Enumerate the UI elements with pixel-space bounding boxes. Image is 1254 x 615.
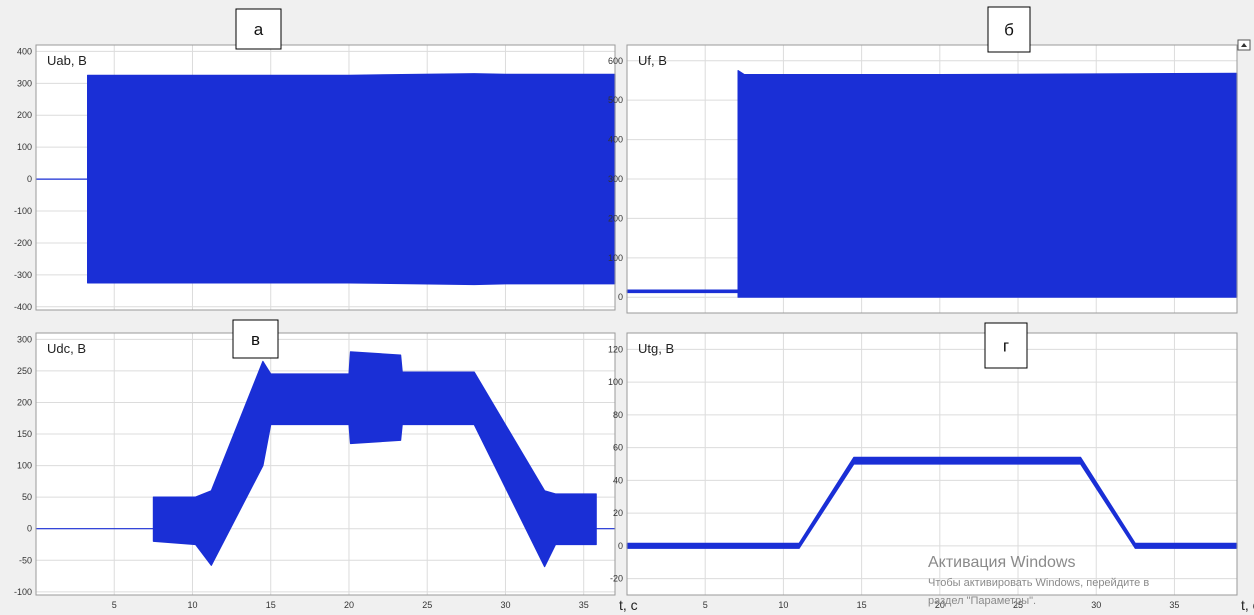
- y-tick-label: -100: [14, 587, 32, 597]
- y-tick-label: 150: [17, 429, 32, 439]
- panel-letter: а: [254, 20, 264, 39]
- x-tick-label: 35: [579, 600, 589, 610]
- y-tick-label: 40: [613, 475, 623, 485]
- x-tick-label: 30: [500, 600, 510, 610]
- y-tick-label: 200: [608, 213, 623, 223]
- x-tick-label: 15: [266, 600, 276, 610]
- x-tick-label: 30: [1091, 600, 1101, 610]
- y-tick-label: 100: [608, 253, 623, 263]
- expand-arrow-icon[interactable]: [1237, 39, 1251, 51]
- x-tick-label: 5: [703, 600, 708, 610]
- y-tick-label: -50: [19, 555, 32, 565]
- y-tick-label: -300: [14, 270, 32, 280]
- panel-letter-box: [232, 319, 279, 359]
- panel-letter-box: [984, 322, 1028, 369]
- axes-frame: [626, 332, 1238, 596]
- x-tick-label: 10: [187, 600, 197, 610]
- y-axis-label: Uab, B: [47, 53, 87, 68]
- y-tick-label: 400: [17, 46, 32, 56]
- panel-letter: в: [251, 330, 260, 349]
- y-tick-label: -400: [14, 302, 32, 312]
- x-tick-label: 5: [112, 600, 117, 610]
- panel-a: -400 -300 -200 -100 0 100 200 300 400 Uab, B а: [14, 8, 616, 312]
- y-axis-label: Uf, B: [638, 53, 667, 68]
- y-tick-label: 200: [17, 397, 32, 407]
- y-tick-label: 250: [17, 366, 32, 376]
- y-tick-label: 300: [17, 334, 32, 344]
- y-tick-label: 100: [17, 461, 32, 471]
- panel-b: 0 100 200 300 400 500 600 Uf, B б: [608, 6, 1238, 314]
- x-axis-label: t, c: [1241, 597, 1254, 613]
- watermark-line1: Чтобы активировать Windows, перейдите в: [928, 577, 1149, 589]
- x-tick-label: 25: [422, 600, 432, 610]
- x-tick-label: 20: [344, 600, 354, 610]
- y-tick-label: 200: [17, 110, 32, 120]
- signal-band: [35, 73, 616, 286]
- y-tick-label: 600: [608, 56, 623, 66]
- y-tick-label: 100: [608, 377, 623, 387]
- y-tick-label: -100: [14, 206, 32, 216]
- y-tick-label: -200: [14, 238, 32, 248]
- x-tick-label: 15: [857, 600, 867, 610]
- y-axis-label: Utg, B: [638, 341, 674, 356]
- panel-letter-box: [987, 6, 1031, 53]
- y-tick-label: 20: [613, 508, 623, 518]
- axes-frame: [35, 44, 616, 311]
- y-tick-label: 500: [608, 95, 623, 105]
- watermark-title: Активация Windows: [928, 554, 1075, 571]
- panel-letter-box: [235, 8, 282, 50]
- panel-letter: б: [1004, 21, 1014, 40]
- y-axis-label: Udc, B: [47, 341, 86, 356]
- x-tick-label: 25: [1013, 600, 1023, 610]
- y-tick-label: -20: [610, 574, 623, 584]
- y-tick-label: 50: [22, 492, 32, 502]
- x-axis-label: t, c: [619, 597, 638, 613]
- x-tick-label: 10: [778, 600, 788, 610]
- panel-letter: г: [1003, 337, 1009, 356]
- panel-g: -20 0 20 40 60 80 100 120 5 10 15 20 25 30 35 Utg, B t, …: [608, 322, 1254, 613]
- x-tick-label: 35: [1169, 600, 1179, 610]
- axes-frame: [35, 332, 616, 596]
- y-tick-label: 400: [608, 135, 623, 145]
- y-tick-label: 0: [618, 541, 623, 551]
- y-tick-label: 80: [613, 410, 623, 420]
- x-tick-label: 20: [935, 600, 945, 610]
- y-tick-label: 0: [27, 524, 32, 534]
- watermark: Активация Windows Чтобы активировать Win…: [928, 554, 1149, 607]
- y-tick-label: 120: [608, 344, 623, 354]
- watermark-line2: раздел "Параметры".: [928, 595, 1036, 607]
- y-tick-label: 300: [17, 78, 32, 88]
- y-tick-label: 0: [27, 174, 32, 184]
- y-tick-label: 300: [608, 174, 623, 184]
- y-tick-label: 0: [618, 292, 623, 302]
- y-tick-label: 60: [613, 443, 623, 453]
- y-tick-label: 100: [17, 142, 32, 152]
- axes-frame: [626, 44, 1238, 314]
